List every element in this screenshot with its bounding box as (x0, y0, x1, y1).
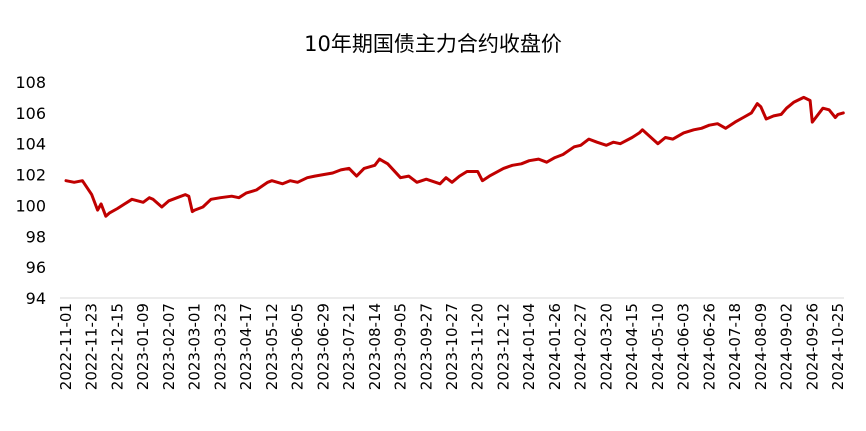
x-tick-label: 2024-10-25 (829, 303, 847, 390)
x-tick-label: 2023-03-01 (186, 303, 204, 390)
x-tick-label: 2023-11-20 (469, 303, 487, 390)
x-tick-label: 2024-09-26 (803, 303, 821, 390)
x-tick-label: 2023-03-23 (211, 303, 229, 390)
x-tick-label: 2024-01-26 (546, 303, 564, 390)
x-tick-label: 2022-11-01 (57, 303, 75, 390)
y-tick-label: 100 (15, 196, 46, 215)
x-tick-label: 2022-11-23 (83, 303, 101, 390)
x-tick-label: 2024-09-02 (778, 303, 796, 390)
x-tick-label: 2024-08-09 (752, 303, 770, 390)
y-tick-label: 108 (15, 73, 46, 92)
series-line (64, 95, 845, 218)
x-tick-label: 2023-08-14 (366, 303, 384, 390)
x-tick-label: 2024-04-15 (623, 303, 641, 390)
axes: 94 96 98 100 102 104 106 108 2022-11-01 2022-11-2… (15, 73, 847, 390)
x-tick-label: 2023-02-07 (160, 303, 178, 390)
y-tick-label: 94 (26, 289, 46, 308)
y-tick-label: 104 (15, 135, 46, 154)
x-tick-label: 2023-04-17 (237, 303, 255, 390)
x-tick-label: 2024-02-27 (572, 303, 590, 390)
x-tick-label: 2024-03-20 (597, 303, 615, 390)
x-tick-label: 2024-07-18 (726, 303, 744, 390)
x-tick-label: 2023-09-27 (417, 303, 435, 390)
y-tick-label: 96 (26, 258, 46, 277)
chart-title: 10年期国债主力合约收盘价 (304, 32, 562, 56)
y-tick-label: 102 (15, 166, 46, 185)
x-tick-label: 2023-05-12 (263, 303, 281, 390)
x-tick-label: 2024-06-26 (700, 303, 718, 390)
x-tick-label: 2023-01-09 (134, 303, 152, 390)
x-tick-label: 2023-06-29 (314, 303, 332, 390)
x-tick-label: 2022-12-15 (108, 303, 126, 390)
x-tick-label: 2024-05-10 (649, 303, 667, 390)
series-group (64, 95, 845, 218)
x-tick-label: 2023-10-27 (443, 303, 461, 390)
y-tick-label: 106 (15, 104, 46, 123)
x-tick-label: 2023-06-05 (289, 303, 307, 390)
x-tick-label: 2024-06-03 (675, 303, 693, 390)
y-tick-label: 98 (26, 227, 46, 246)
x-tick-label: 2024-01-04 (520, 303, 538, 390)
x-tick-label: 2023-07-21 (340, 303, 358, 390)
x-tick-label: 2023-12-12 (494, 303, 512, 390)
x-tick-label: 2023-09-05 (392, 303, 410, 390)
